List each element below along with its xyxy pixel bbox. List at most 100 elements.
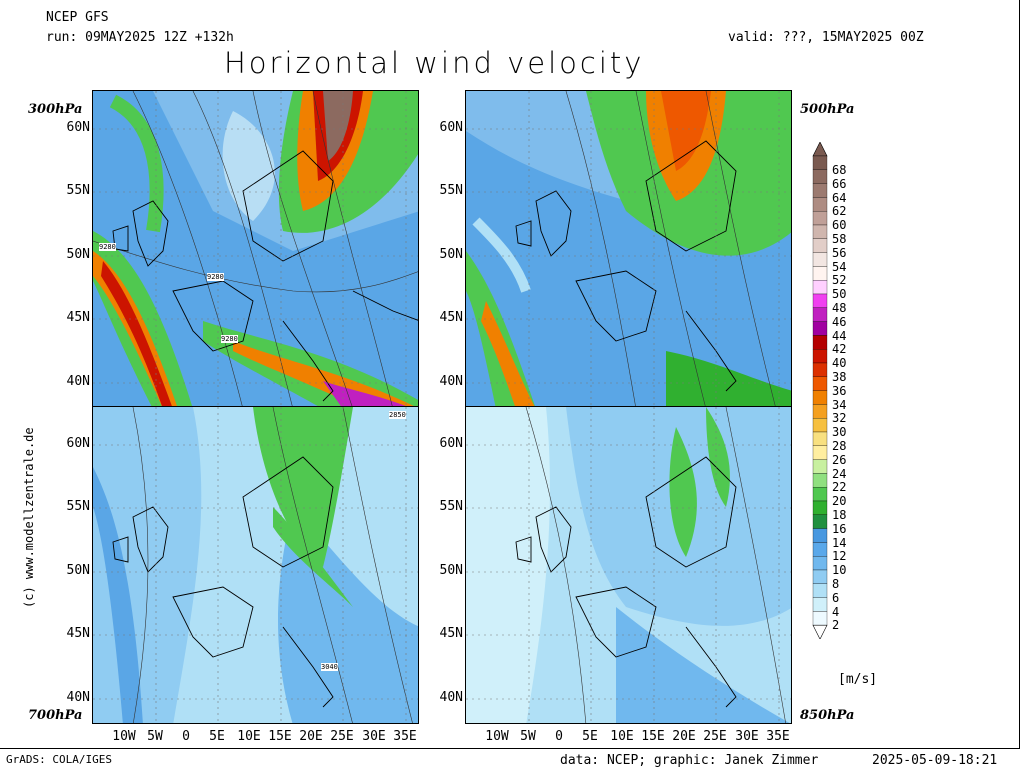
latitude-label: 40N: [439, 374, 463, 389]
longitude-label: 10W: [485, 729, 509, 744]
run-info: run: 09MAY2025 12Z +132h: [46, 30, 234, 45]
right-rule: [1019, 0, 1020, 749]
latitude-label: 60N: [439, 120, 463, 135]
footer-timestamp: 2025-05-09-18:21: [872, 753, 998, 768]
footer-rule: [0, 748, 1020, 749]
colorbar-swatch: [812, 542, 828, 557]
colorbar-tick-label: 10: [832, 563, 847, 578]
longitude-label: 30E: [735, 729, 759, 744]
colorbar-swatch: [812, 293, 828, 308]
colorbar-tick-label: 16: [832, 521, 847, 536]
longitude-label: 25E: [703, 729, 727, 744]
map-panel-500hpa: [465, 90, 792, 408]
colorbar-swatch: [812, 459, 828, 474]
colorbar-tick-label: 48: [832, 300, 847, 315]
colorbar-swatch: [812, 321, 828, 336]
footer-credits: data: NCEP; graphic: Janek Zimmer: [560, 753, 819, 768]
colorbar-swatch: [812, 266, 828, 281]
colorbar-swatch: [812, 224, 828, 239]
colorbar-tick-label: 42: [832, 342, 847, 357]
colorbar-swatch: [812, 335, 828, 350]
latitude-label: 55N: [439, 183, 463, 198]
colorbar-swatch: [812, 155, 828, 170]
colorbar-tick-label: 50: [832, 287, 847, 302]
map-panel-300hpa: 9280 9280 9280: [92, 90, 419, 408]
colorbar-tick-label: 46: [832, 314, 847, 329]
colorbar-swatch: [812, 390, 828, 405]
latitude-label: 55N: [439, 499, 463, 514]
level-label-300: 300hPa: [28, 102, 83, 117]
colorbar-swatch: [812, 473, 828, 488]
colorbar-tick-label: 44: [832, 328, 847, 343]
colorbar-swatch: [812, 238, 828, 253]
colorbar-tick-label: 14: [832, 535, 847, 550]
wind-field-300hpa: [93, 91, 418, 407]
latitude-label: 45N: [439, 626, 463, 641]
colorbar-swatches: [812, 141, 828, 640]
longitude-label: 20E: [672, 729, 696, 744]
colorbar-tick-label: 66: [832, 176, 847, 191]
colorbar-bottom-arrow: [812, 624, 828, 640]
colorbar-tick-label: 58: [832, 231, 847, 246]
colorbar-tick-label: 26: [832, 452, 847, 467]
colorbar-swatch: [812, 611, 828, 626]
colorbar-top-arrow: [812, 141, 828, 157]
colorbar-tick-label: 32: [832, 411, 847, 426]
colorbar-swatch: [812, 569, 828, 584]
footer-software: GrADS: COLA/IGES: [6, 753, 112, 766]
map-panel-700hpa: 2850 3040: [92, 406, 419, 724]
longitude-label: 25E: [330, 729, 354, 744]
colorbar-swatch: [812, 487, 828, 502]
coastlines-700hpa: [112, 456, 334, 708]
colorbar-swatch: [812, 514, 828, 529]
wind-field-700hpa: [93, 407, 418, 723]
longitude-label: 20E: [299, 729, 323, 744]
longitude-label: 0: [182, 729, 190, 744]
coastlines-300hpa: [112, 150, 418, 402]
colorbar-swatch: [812, 556, 828, 571]
colorbar-swatch: [812, 528, 828, 543]
colorbar-tick-label: 24: [832, 466, 847, 481]
colorbar-swatch: [812, 183, 828, 198]
coastlines-500hpa: [515, 140, 737, 392]
colorbar-tick-label: 34: [832, 397, 847, 412]
longitude-label: 10E: [237, 729, 261, 744]
latitude-label: 45N: [66, 310, 90, 325]
longitude-label: 10E: [610, 729, 634, 744]
colorbar-tick-label: 28: [832, 438, 847, 453]
latitude-label: 45N: [66, 626, 90, 641]
colorbar-swatch: [812, 376, 828, 391]
longitude-label: 5E: [209, 729, 225, 744]
colorbar-swatch: [812, 500, 828, 515]
colorbar-swatch: [812, 211, 828, 226]
colorbar-swatch: [812, 418, 828, 433]
colorbar-unit: [m/s]: [838, 672, 878, 687]
latitude-label: 50N: [66, 563, 90, 578]
copyright-text: (c) www.modellzentrale.de: [22, 427, 36, 608]
longitude-label: 15E: [641, 729, 665, 744]
longitude-label: 10W: [112, 729, 136, 744]
level-label-700: 700hPa: [28, 708, 83, 723]
colorbar-tick-label: 54: [832, 259, 847, 274]
colorbar-tick-label: 40: [832, 356, 847, 371]
colorbar-tick-label: 68: [832, 162, 847, 177]
latitude-label: 40N: [439, 690, 463, 705]
longitude-label: 5E: [582, 729, 598, 744]
colorbar-swatch: [812, 362, 828, 377]
colorbar-tick-label: 6: [832, 590, 840, 605]
latitude-label: 45N: [439, 310, 463, 325]
colorbar: [812, 141, 828, 643]
latitude-label: 40N: [66, 374, 90, 389]
longitude-label: 15E: [268, 729, 292, 744]
latitude-label: 50N: [439, 563, 463, 578]
latitude-label: 50N: [439, 247, 463, 262]
colorbar-tick-label: 38: [832, 369, 847, 384]
colorbar-swatch: [812, 583, 828, 598]
contour-label: 2850: [389, 411, 406, 419]
colorbar-swatch: [812, 280, 828, 295]
colorbar-swatch: [812, 169, 828, 184]
colorbar-tick-label: 36: [832, 383, 847, 398]
colorbar-swatch: [812, 445, 828, 460]
longitude-label: 35E: [393, 729, 417, 744]
contour-label: 3040: [321, 663, 338, 671]
